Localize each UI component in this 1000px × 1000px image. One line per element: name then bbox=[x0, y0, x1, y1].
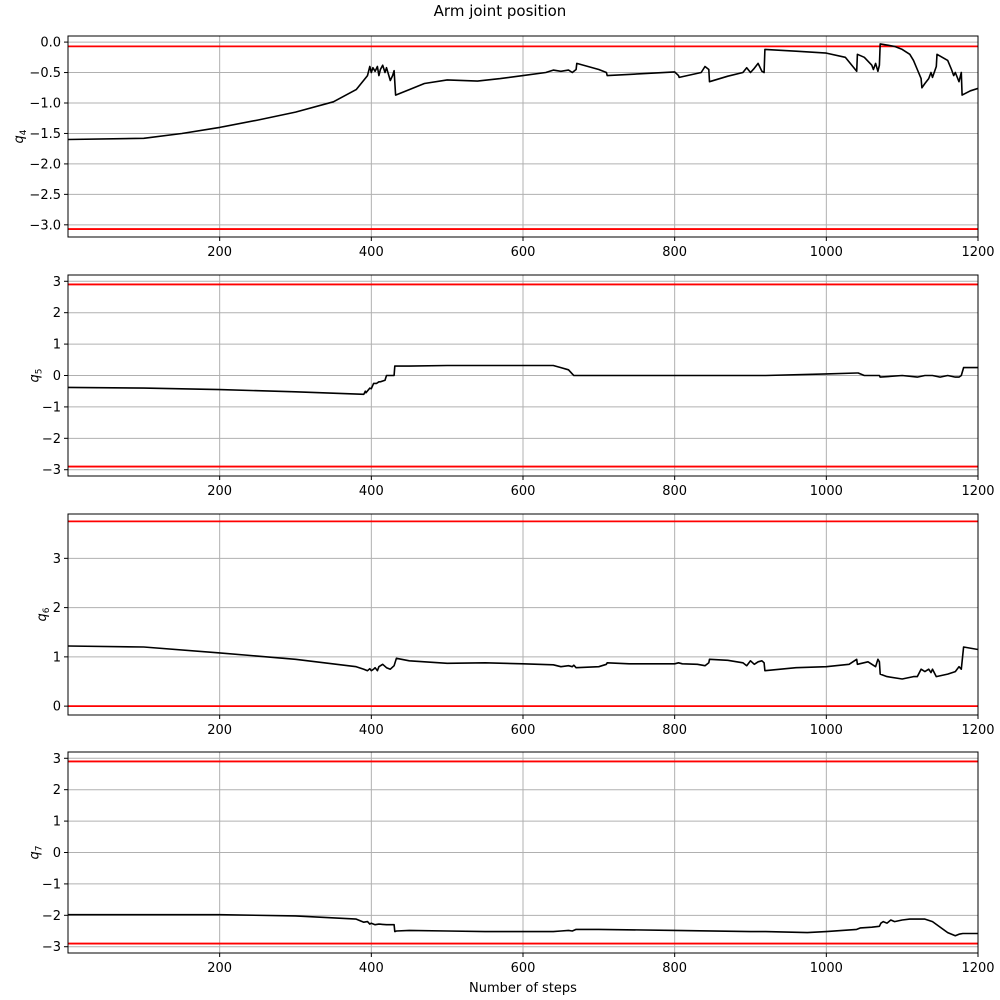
y-tick-label: −2.5 bbox=[29, 188, 61, 203]
x-tick-label: 800 bbox=[662, 961, 687, 976]
x-tick-label: 400 bbox=[359, 245, 384, 260]
y-tick-label: 1 bbox=[53, 815, 61, 830]
x-tick-label: 800 bbox=[662, 484, 687, 499]
y-axis-label-subscript: 7 bbox=[34, 846, 44, 852]
y-tick-label: −0.5 bbox=[29, 66, 61, 81]
y-tick-label: −2.0 bbox=[29, 157, 61, 172]
y-axis-label-symbol: q bbox=[27, 374, 42, 382]
y-tick-label: 3 bbox=[53, 552, 61, 567]
x-tick-label: 400 bbox=[359, 484, 384, 499]
x-tick-label: 1000 bbox=[810, 484, 843, 499]
x-tick-label: 200 bbox=[207, 484, 232, 499]
x-tick-label: 600 bbox=[511, 961, 536, 976]
y-tick-label: 3 bbox=[53, 752, 61, 767]
x-tick-label: 1200 bbox=[961, 484, 994, 499]
y-tick-label: 0 bbox=[53, 700, 61, 715]
x-tick-label: 600 bbox=[511, 723, 536, 738]
x-tick-label: 600 bbox=[511, 245, 536, 260]
x-tick-label: 800 bbox=[662, 723, 687, 738]
x-tick-label: 200 bbox=[207, 961, 232, 976]
y-axis-label-symbol: q bbox=[35, 613, 50, 621]
y-tick-label: −2 bbox=[42, 909, 61, 924]
y-axis-label-symbol: q bbox=[27, 851, 42, 859]
y-tick-label: 2 bbox=[53, 601, 61, 616]
x-tick-label: 600 bbox=[511, 484, 536, 499]
x-tick-label: 1000 bbox=[810, 961, 843, 976]
x-tick-label: 1200 bbox=[961, 245, 994, 260]
y-axis-label-subscript: 6 bbox=[42, 607, 52, 613]
y-tick-label: 0 bbox=[53, 846, 61, 861]
y-axis-label-subscript: 5 bbox=[34, 369, 44, 375]
x-tick-label: 400 bbox=[359, 961, 384, 976]
y-tick-label: 2 bbox=[53, 783, 61, 798]
y-tick-label: −1.0 bbox=[29, 97, 61, 112]
y-tick-label: −3.0 bbox=[29, 218, 61, 233]
y-tick-label: 0 bbox=[53, 369, 61, 384]
y-tick-label: −3 bbox=[42, 463, 61, 478]
y-tick-label: −1.5 bbox=[29, 127, 61, 142]
y-tick-label: −1 bbox=[42, 877, 61, 892]
y-tick-label: −1 bbox=[42, 400, 61, 415]
x-tick-label: 1000 bbox=[810, 723, 843, 738]
y-tick-label: 1 bbox=[53, 650, 61, 665]
x-tick-label: 800 bbox=[662, 245, 687, 260]
y-tick-label: 3 bbox=[53, 275, 61, 290]
x-tick-label: 1000 bbox=[810, 245, 843, 260]
y-tick-label: −3 bbox=[42, 940, 61, 955]
y-axis-label-subscript: 4 bbox=[19, 129, 29, 135]
x-tick-label: 400 bbox=[359, 723, 384, 738]
y-axis-label-symbol: q bbox=[12, 135, 27, 143]
y-tick-label: 1 bbox=[53, 338, 61, 353]
x-tick-label: 1200 bbox=[961, 961, 994, 976]
figure-title: Arm joint position bbox=[434, 2, 567, 20]
x-tick-label: 200 bbox=[207, 723, 232, 738]
y-tick-label: 0.0 bbox=[40, 36, 61, 51]
x-tick-label: 200 bbox=[207, 245, 232, 260]
x-axis-label: Number of steps bbox=[469, 981, 577, 996]
x-tick-label: 1200 bbox=[961, 723, 994, 738]
y-tick-label: 2 bbox=[53, 306, 61, 321]
y-tick-label: −2 bbox=[42, 432, 61, 447]
